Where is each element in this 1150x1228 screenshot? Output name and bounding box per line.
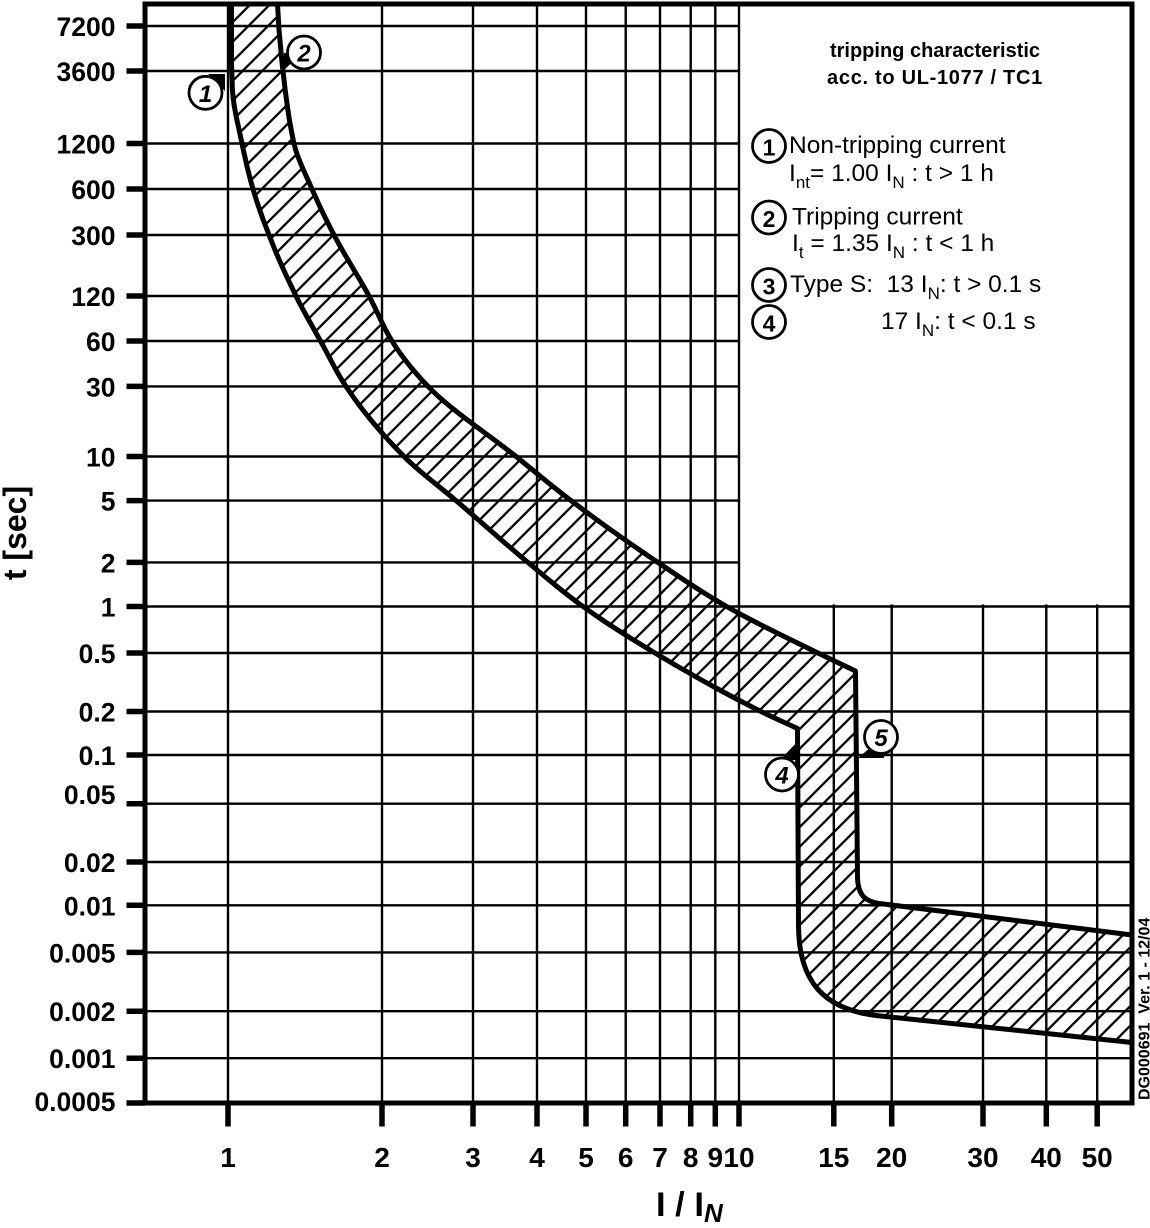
svg-text:1200: 1200 — [57, 130, 116, 160]
svg-text:1: 1 — [101, 593, 116, 623]
svg-text:0.2: 0.2 — [79, 698, 116, 728]
svg-text:0.02: 0.02 — [64, 848, 116, 878]
svg-text:acc. to UL-1077 / TC1: acc. to UL-1077 / TC1 — [827, 67, 1043, 89]
svg-text:4: 4 — [763, 311, 776, 337]
svg-text:40: 40 — [1031, 1142, 1062, 1173]
svg-text:0.5: 0.5 — [79, 639, 116, 669]
svg-text:6: 6 — [618, 1142, 634, 1173]
svg-text:7: 7 — [652, 1142, 668, 1173]
svg-text:3: 3 — [465, 1142, 481, 1173]
svg-text:2: 2 — [296, 41, 311, 68]
svg-text:2: 2 — [101, 548, 116, 578]
svg-text:0.05: 0.05 — [64, 780, 116, 810]
svg-text:3600: 3600 — [57, 57, 116, 87]
svg-text:0.0005: 0.0005 — [34, 1087, 115, 1117]
svg-text:0.005: 0.005 — [49, 938, 115, 968]
svg-text:0.1: 0.1 — [79, 741, 116, 771]
svg-text:t [sec]: t [sec] — [0, 486, 33, 580]
svg-text:1: 1 — [220, 1142, 236, 1173]
svg-text:8: 8 — [683, 1142, 699, 1173]
svg-text:10: 10 — [86, 443, 115, 473]
svg-text:1: 1 — [763, 135, 776, 161]
svg-text:9: 9 — [708, 1142, 724, 1173]
svg-text:Tripping current: Tripping current — [792, 204, 963, 231]
svg-text:5: 5 — [101, 487, 116, 517]
svg-text:4: 4 — [529, 1142, 545, 1173]
svg-text:0.01: 0.01 — [64, 891, 116, 921]
svg-text:300: 300 — [71, 221, 115, 251]
svg-text:4: 4 — [774, 763, 788, 790]
svg-text:tripping characteristic: tripping characteristic — [830, 40, 1040, 62]
svg-text:0.002: 0.002 — [49, 997, 115, 1027]
svg-text:1: 1 — [199, 81, 212, 108]
svg-text:30: 30 — [86, 372, 115, 402]
svg-text:3: 3 — [763, 274, 776, 300]
svg-text:0.001: 0.001 — [49, 1044, 115, 1074]
svg-text:DG000691 Ver. 1 - 12/04: DG000691 Ver. 1 - 12/04 — [1137, 918, 1150, 1100]
svg-text:600: 600 — [71, 175, 115, 205]
svg-text:Non-tripping current: Non-tripping current — [789, 132, 1006, 159]
svg-text:15: 15 — [818, 1142, 849, 1173]
svg-text:2: 2 — [374, 1142, 390, 1173]
svg-text:5: 5 — [578, 1142, 594, 1173]
svg-text:20: 20 — [876, 1142, 907, 1173]
svg-text:60: 60 — [86, 327, 115, 357]
svg-text:5: 5 — [874, 725, 888, 752]
svg-text:30: 30 — [967, 1142, 998, 1173]
svg-text:2: 2 — [763, 206, 776, 232]
svg-text:50: 50 — [1082, 1142, 1113, 1173]
svg-text:120: 120 — [71, 282, 115, 312]
svg-text:10: 10 — [723, 1142, 754, 1173]
svg-text:7200: 7200 — [57, 12, 116, 42]
